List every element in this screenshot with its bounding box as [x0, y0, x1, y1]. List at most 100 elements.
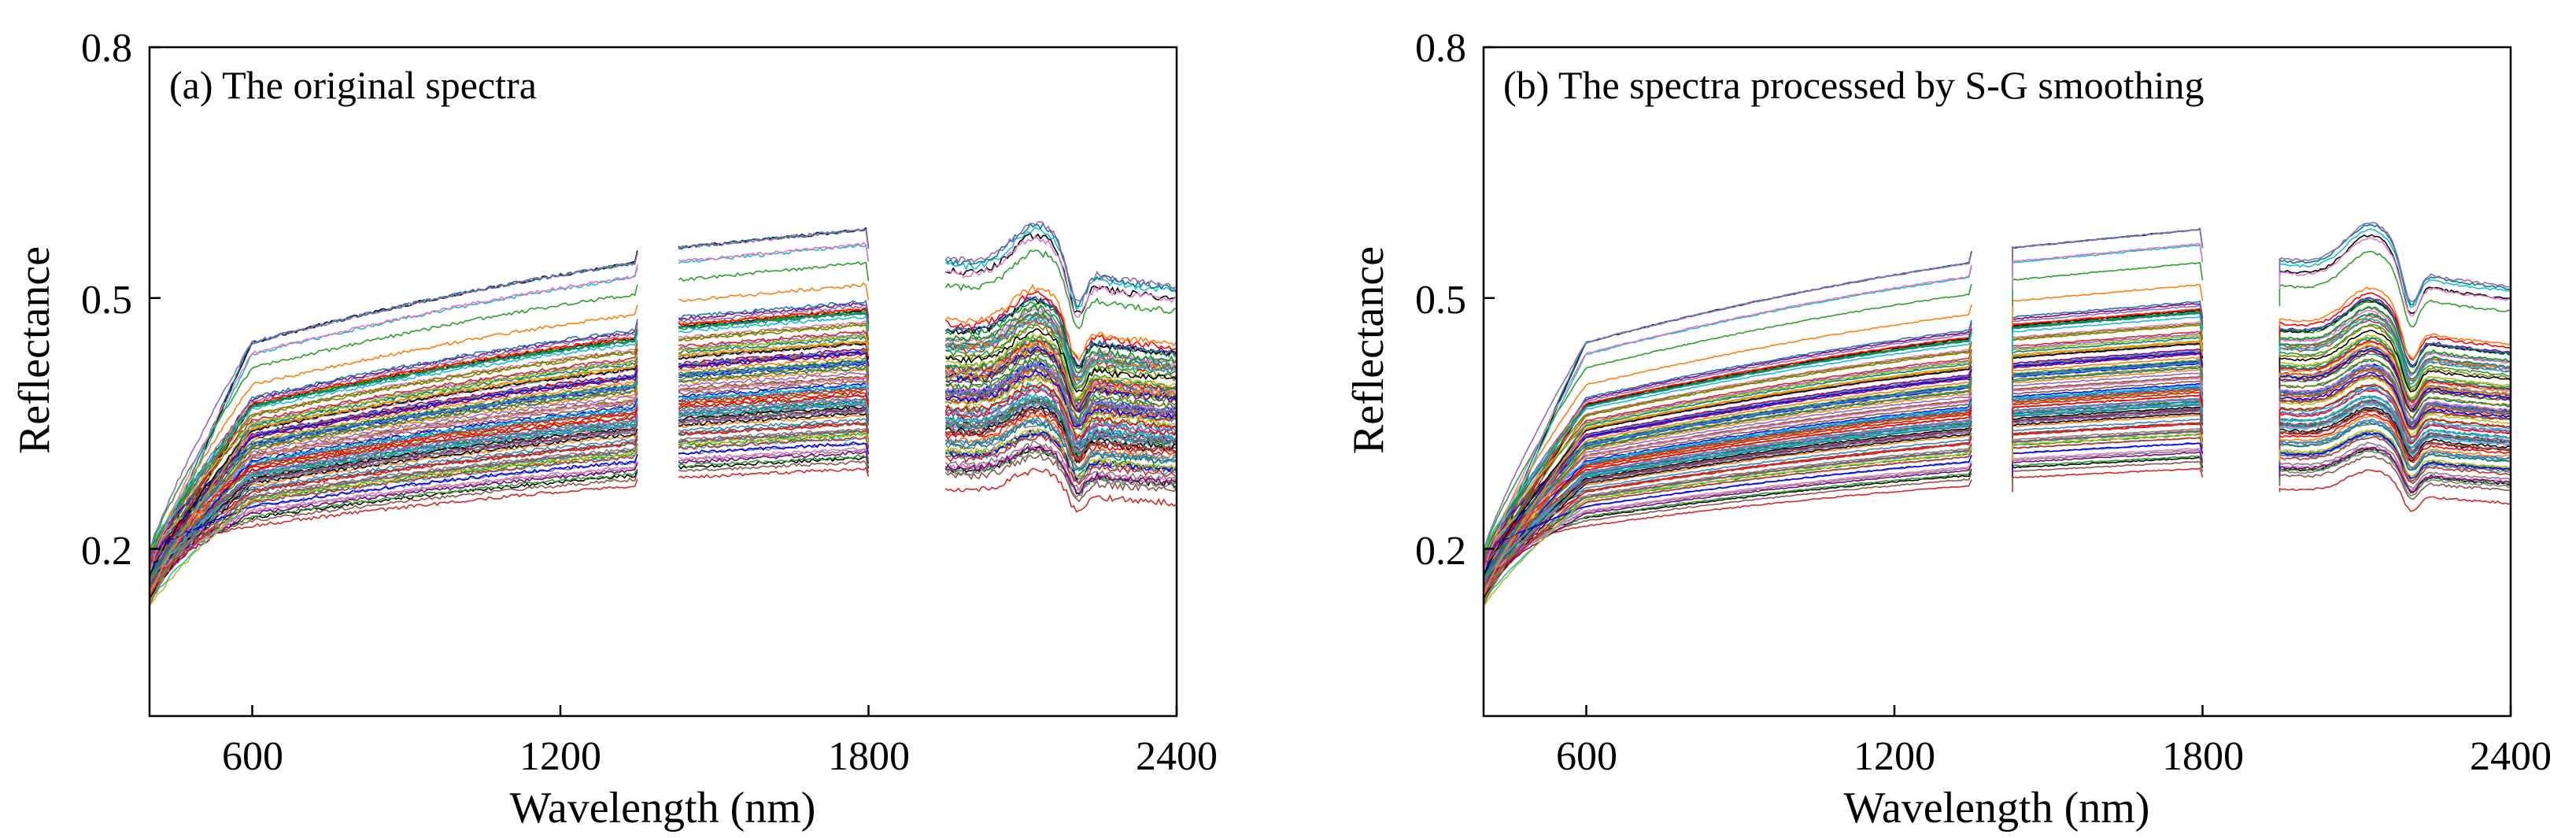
panel-a-spectrum-93-segment-3	[944, 249, 1177, 330]
panel-a-spectrum-4-segment-1	[149, 478, 638, 552]
panel-b-spectrum-73-segment-1	[1483, 420, 1972, 586]
panel-b-spectrum-32-segment-1	[1483, 407, 1972, 550]
panel-b-spectrum-70-segment-3	[2278, 325, 2511, 390]
panel-b-spectrum-86-segment-1	[1483, 409, 1972, 557]
panel-b-spectrum-71-segment-2	[2012, 451, 2204, 478]
panel-b-spectrum-77-segment-1	[1483, 305, 1972, 559]
panel-a-spectrum-78-segment-1	[149, 414, 638, 595]
panel-a-spectrum-90-segment-2	[678, 360, 870, 378]
panel-b-spectrum-99-segment-1	[1483, 264, 1972, 573]
panel-a-spectrum-79-segment-3	[944, 392, 1177, 449]
panel-b-spectrum-84-segment-1	[1483, 454, 1972, 552]
panel-b-spectrum-28-segment-3	[2278, 455, 2511, 500]
panel-a-spectrum-23-segment-1	[149, 429, 638, 559]
panel-b-spectrum-55-segment-2	[2012, 412, 2204, 442]
panel-a-spectrum-56-segment-3	[944, 295, 1177, 369]
panel-b-spectrum-92-segment-3	[2278, 312, 2511, 380]
panel-b-spectrum-85-segment-3	[2278, 305, 2511, 375]
panel-b-spectrum-36-segment-2	[2012, 397, 2204, 429]
panel-b-spectrum-22-segment-2	[2012, 388, 2204, 421]
panel-a-spectrum-90-segment-3	[944, 362, 1177, 425]
panel-a-spectrum-99-segment-1	[149, 264, 638, 572]
panel-b-spectrum-4-segment-3	[2278, 469, 2511, 512]
panel-b-ytick-0.2: 0.2	[1415, 529, 1466, 574]
panel-a-plot-frame	[148, 46, 1178, 718]
panel-b-ytick-0.8: 0.8	[1415, 26, 1466, 71]
panel-a-spectrum-51-segment-3	[944, 221, 1177, 308]
panel-a-spectrum-63-segment-2	[678, 447, 870, 461]
panel-b-spectrum-97-segment-1	[1483, 334, 1972, 551]
panel-b-spectrum-87-segment-2	[2012, 366, 2204, 401]
panel-b-spectrum-98-segment-2	[2012, 432, 2204, 461]
panel-a-spectrum-95-segment-2	[678, 341, 870, 358]
panel-b-spectrum-77-segment-2	[2012, 283, 2204, 327]
panel-b-ticks	[1484, 46, 2512, 716]
panel-b-spectrum-77-segment-3	[2278, 286, 2511, 360]
panel-a-spectrum-22-segment-2	[678, 387, 870, 404]
panel-a-spectrum-89-segment-3	[945, 349, 1177, 413]
panel-b-spectrum-52-segment-3	[2278, 315, 2511, 382]
panel-b-spectrum-88-segment-2	[2012, 365, 2204, 400]
panel-a-spectrum-71-segment-2	[678, 451, 870, 464]
panel-b-spectrum-84-segment-3	[2278, 432, 2511, 479]
panel-b-spectrum-90-segment-1	[1483, 378, 1972, 586]
panel-a-spectrum-72-segment-3	[944, 417, 1177, 471]
panel-a-spectrum-28-segment-2	[678, 460, 870, 473]
panel-b-spectrum-87-segment-1	[1483, 382, 1972, 579]
panel-b-spectrum-69-segment-2	[2012, 337, 2204, 375]
panel-b-spectrum-27-segment-2	[2012, 321, 2204, 360]
panel-a-spectrum-94-segment-2	[678, 435, 870, 450]
panel-a-spectrum-48-segment-2	[678, 382, 870, 398]
panel-a-spectrum-83-segment-3	[945, 397, 1177, 454]
panel-b-spectrum-100-segment-1	[1483, 422, 1972, 567]
panel-b-spectrum-50-segment-3	[2278, 340, 2511, 404]
panel-b-spectrum-4-segment-1	[1483, 479, 1972, 552]
panel-b-spectrum-17-segment-2	[2012, 348, 2204, 385]
panel-a-spectrum-74-segment-2	[678, 401, 870, 416]
panel-a-spectrum-4-segment-2	[678, 467, 870, 479]
panel-a-spectrum-68-segment-1	[149, 329, 638, 591]
panel-b-spectrum-89-segment-1	[1483, 370, 1972, 567]
panel-a-spectrum-97-segment-3	[944, 316, 1177, 387]
panel-b-spectrum-25-segment-1	[1483, 267, 1972, 592]
panel-a-spectrum-88-segment-1	[149, 382, 638, 605]
panel-a-spectrum-97-segment-1	[149, 333, 638, 550]
panel-a-spectrum-59-segment-3	[945, 313, 1177, 382]
panel-b-spectrum-16-segment-1	[1483, 404, 1972, 585]
panel-b-spectrum-18-segment-2	[2012, 418, 2204, 448]
panel-a-spectrum-41-segment-2	[678, 368, 870, 384]
panel-a-ylabel: Reflectance	[10, 246, 59, 454]
panel-b-spectrum-19-segment-1	[1483, 469, 1972, 557]
panel-b-spectrum-60-segment-2	[2012, 305, 2204, 345]
panel-a-spectrum-92-segment-3	[944, 311, 1177, 378]
panel-a-title: (a) The original spectra	[169, 63, 537, 107]
panel-a-spectrum-84-segment-1	[149, 453, 638, 552]
panel-a-spectrum-85-segment-3	[945, 304, 1177, 374]
panel-b-spectrum-10-segment-2	[2012, 380, 2204, 414]
panel-a-spectrum-83-segment-1	[149, 423, 638, 590]
panel-b-spectrum-86-segment-3	[2278, 384, 2511, 439]
panel-a-spectrum-60-segment-1	[149, 323, 638, 556]
panel-b-spectrum-99-segment-2	[2012, 242, 2204, 290]
panel-a-spectrum-76-segment-2	[678, 421, 870, 435]
panel-a-spectra	[149, 220, 1177, 607]
panel-b-spectrum-74-segment-2	[2012, 401, 2204, 432]
panel-b-spectrum-86-segment-2	[2012, 394, 2204, 426]
panel-b-spectrum-48-segment-2	[2012, 382, 2204, 416]
panel-a-spectrum-58-segment-2	[678, 330, 870, 348]
panel-a-spectrum-81-segment-1	[149, 394, 638, 573]
panel-b-spectrum-100-segment-2	[2012, 408, 2204, 438]
panel-a-spectrum-98-segment-1	[149, 445, 638, 607]
panel-a-spectrum-92-segment-1	[149, 332, 638, 561]
panel-b-spectrum-98-segment-1	[1483, 446, 1972, 607]
panel-b: (b) The spectra processed by S-G smoothi…	[1344, 26, 2552, 832]
panel-b-spectrum-71-segment-1	[1483, 463, 1972, 584]
panel-b-spectrum-88-segment-1	[1483, 382, 1972, 606]
panel-a-spectrum-100-segment-3	[944, 405, 1177, 461]
panel-b-spectrum-54-segment-2	[2012, 350, 2204, 386]
panel-b-spectrum-63-segment-1	[1483, 460, 1972, 581]
panel-a-spectrum-86-segment-3	[944, 384, 1177, 441]
panel-b-spectrum-94-segment-3	[2278, 436, 2511, 485]
panel-a-spectrum-55-segment-2	[678, 412, 870, 427]
panel-b-spectrum-52-segment-2	[2012, 324, 2204, 363]
